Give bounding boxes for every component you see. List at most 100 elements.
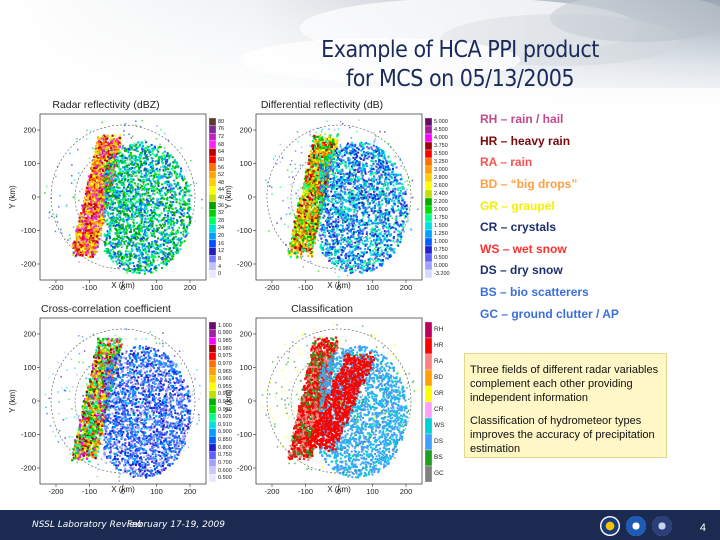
legend-item-ds: DS – dry snow	[480, 263, 563, 277]
colorbar-swatch	[208, 117, 217, 126]
legend-item-cr: CR – crystals	[480, 220, 556, 234]
colorbar-label: RH	[434, 326, 444, 333]
panel-title: Cross-correlation coefficient	[41, 303, 171, 315]
colorbar-swatch	[208, 321, 217, 330]
colorbar-swatch	[208, 201, 217, 210]
colorbar-label: BS	[434, 454, 443, 461]
legend-item-gc: GC – ground clutter / AP	[480, 307, 619, 321]
colorbar-swatch	[208, 247, 217, 256]
colorbar-label: 0.000	[434, 263, 448, 269]
colorbar-swatch	[424, 353, 433, 371]
colorbar-swatch	[424, 385, 433, 403]
y-tick-label: 0	[248, 193, 252, 202]
colorbar-swatch	[208, 224, 217, 233]
colorbar-label: 0.950	[218, 391, 232, 398]
colorbar-label: 2.600	[434, 183, 448, 189]
colorbar-swatch	[208, 375, 217, 384]
colorbar-label: 0.960	[218, 376, 232, 383]
footer-bar: NSSL Laboratory Review February 17-19, 2…	[0, 510, 720, 540]
y-axis-label: Y (km)	[8, 389, 17, 413]
y-tick-label: -100	[237, 430, 252, 439]
colorbar-label: 0.700	[218, 459, 232, 466]
x-tick-label: -200	[48, 283, 63, 290]
colorbar-label: 3.500	[434, 151, 448, 157]
colorbar-label: HR	[434, 342, 444, 349]
colorbar-swatch	[208, 352, 217, 361]
colorbar-swatch	[424, 125, 433, 135]
x-tick-label: 200	[400, 283, 413, 290]
colorbar-swatch	[424, 133, 433, 143]
y-tick-label: 200	[23, 330, 36, 339]
y-tick-label: -100	[21, 226, 36, 235]
colorbar-label: 5.000	[434, 119, 448, 125]
colorbar-swatch	[424, 401, 433, 419]
colorbar-swatch	[424, 261, 433, 271]
colorbar-swatch	[424, 165, 433, 175]
legend-label: RH – rain / hail	[480, 112, 564, 126]
colorbar-label: 0.500	[434, 255, 448, 261]
colorbar-swatch	[424, 189, 433, 199]
footer-date: February 17-19, 2009	[127, 520, 226, 530]
colorbar-label: 2.200	[434, 199, 448, 205]
colorbar-swatch	[424, 245, 433, 255]
legend-item-ws: WS – wet snow	[480, 242, 567, 256]
colorbar-swatch	[208, 405, 217, 414]
x-tick-label: -100	[298, 283, 313, 290]
colorbar-swatch	[208, 420, 217, 429]
colorbar-swatch	[208, 390, 217, 399]
colorbar-swatch	[208, 254, 217, 263]
colorbar-swatch	[208, 474, 217, 483]
colorbar-swatch	[424, 417, 433, 435]
y-tick-label: 0	[32, 193, 36, 202]
y-axis-label: Y (km)	[8, 185, 17, 209]
colorbar-label: 0.750	[434, 247, 448, 253]
colorbar-label: 1.750	[434, 215, 448, 221]
y-tick-label: -100	[21, 430, 36, 439]
legend-label: RA – rain	[480, 155, 533, 169]
colorbar-label: 52	[218, 172, 225, 179]
x-tick-label: 0	[337, 283, 341, 290]
colorbar-label: 0.990	[218, 330, 232, 337]
legend-item-gr: GR – graupel	[480, 199, 555, 213]
panel-title: Differential reflectivity (dB)	[260, 99, 384, 111]
x-tick-label: 100	[366, 487, 379, 494]
colorbar-label: 44	[218, 187, 225, 194]
slide-title: Example of HCA PPI product for MCS on 05…	[250, 36, 670, 94]
colorbar-label: BD	[434, 374, 444, 381]
colorbar-label: 0.985	[218, 338, 232, 345]
colorbar-swatch	[208, 216, 217, 225]
colorbar-label: 0.930	[218, 406, 232, 413]
colorbar-swatch	[424, 221, 433, 231]
colorbar-label: 3.000	[434, 167, 448, 173]
colorbar-swatch	[208, 436, 217, 445]
colorbar-swatch	[424, 197, 433, 207]
y-tick-label: 100	[239, 159, 252, 168]
colorbar-swatch	[424, 433, 433, 451]
colorbar-swatch	[424, 337, 433, 355]
colorbar-swatch	[424, 321, 433, 339]
colorbar-label: 40	[218, 195, 225, 201]
ppi-plot: -200 -100 0 100 200 200 100 0 -100 -200 X (km) Y (k…	[224, 113, 433, 290]
colorbar-label: 1.000	[434, 239, 448, 245]
colorbar-swatch	[208, 163, 217, 172]
y-tick-label: 100	[239, 363, 252, 372]
colorbar-swatch	[208, 232, 217, 241]
y-tick-label: -100	[237, 226, 252, 235]
x-tick-label: 0	[121, 487, 125, 494]
colorbar-label: 0.920	[218, 414, 232, 421]
colorbar-swatch	[424, 205, 433, 215]
x-tick-label: 200	[184, 283, 197, 290]
colorbar-label: 0.955	[218, 383, 232, 390]
colorbar-label: 12	[218, 248, 225, 255]
nws-logo-icon	[652, 516, 672, 536]
legend-label: WS – wet snow	[480, 242, 567, 256]
colorbar-swatch	[424, 369, 433, 387]
x-tick-label: 200	[400, 487, 413, 494]
x-tick-label: 0	[121, 283, 125, 290]
colorbar-label: 1.000	[218, 322, 232, 329]
colorbar-label: DS	[434, 438, 444, 445]
note-classification: Classification of hydrometeor types impr…	[470, 415, 655, 455]
y-tick-label: 200	[23, 126, 36, 135]
x-tick-label: 100	[150, 283, 163, 290]
x-tick-label: 0	[337, 487, 341, 494]
